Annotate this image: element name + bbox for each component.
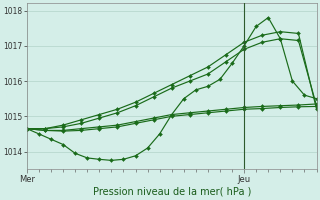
X-axis label: Pression niveau de la mer( hPa ): Pression niveau de la mer( hPa ) bbox=[92, 187, 251, 197]
